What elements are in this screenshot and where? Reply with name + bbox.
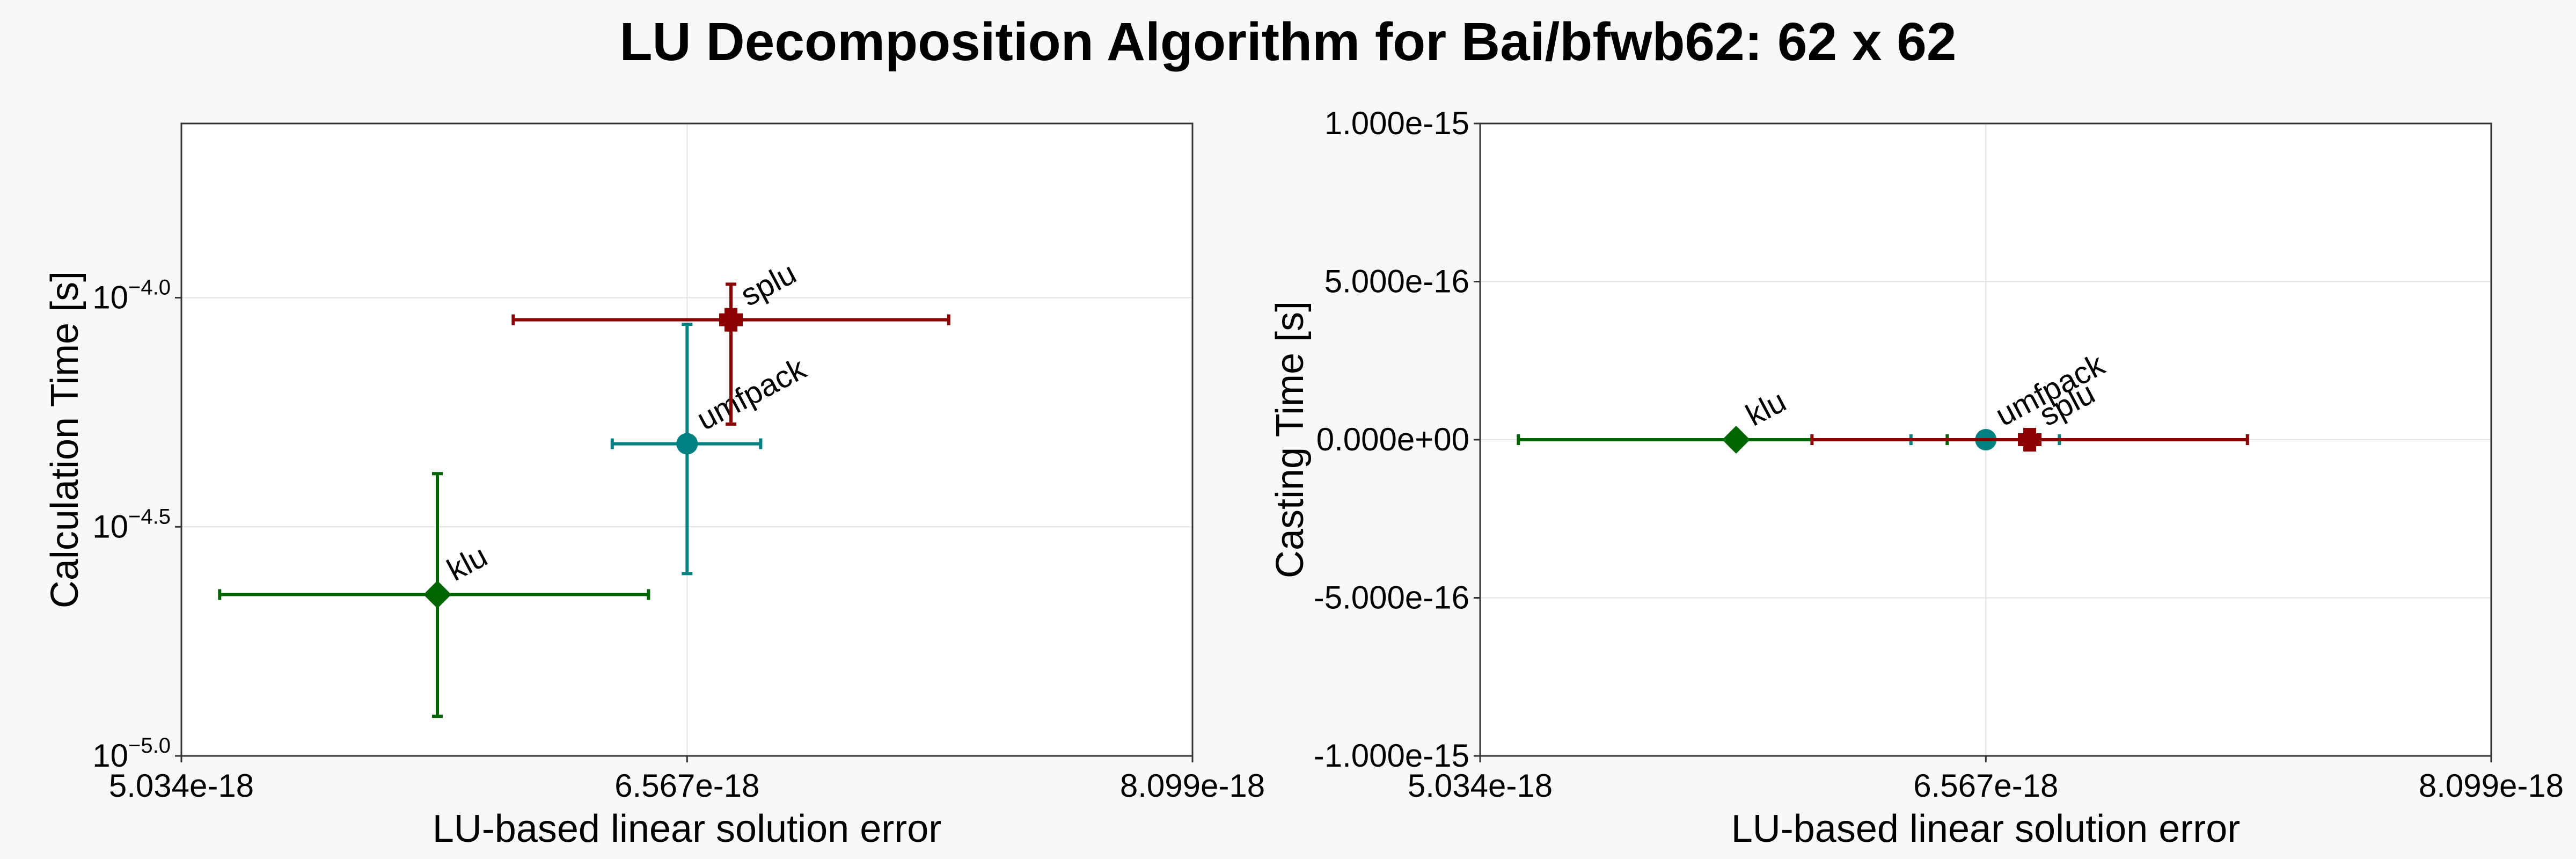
data-point-klu (1722, 426, 1750, 454)
y-tick-label: 10−4.0 (92, 276, 171, 316)
y-tick-label: 10−4.5 (92, 505, 171, 544)
chart-panel-calc: 5.034e-18 6.567e-18 8.099e-18 10−5.0 10−4.5 1… (43, 122, 1265, 850)
x-axis-label: LU-based linear solution error (433, 807, 941, 850)
data-point-splu (719, 308, 743, 332)
y-axis-label: Casting Time [s] (1269, 301, 1312, 578)
chart-panel-cast: 5.034e-18 6.567e-18 8.099e-18 -1.000e-15 -5.… (1269, 105, 2564, 850)
y-tick-label: -5.000e-16 (1314, 580, 1469, 616)
data-point-klu (423, 580, 451, 609)
x-tick-label: 5.034e-18 (1408, 768, 1553, 804)
x-tick-label: 8.099e-18 (2419, 768, 2564, 804)
x-axis-label: LU-based linear solution error (1731, 807, 2240, 850)
data-point-umfpack (676, 433, 698, 455)
x-tick-label: 8.099e-18 (1120, 768, 1265, 804)
y-tick-label: 5.000e-16 (1324, 264, 1469, 300)
y-axis-label: Calculation Time [s] (43, 271, 86, 608)
x-tick-label: 6.567e-18 (1913, 768, 2058, 804)
y-tick-label: 10−5.0 (92, 734, 171, 774)
y-tick-label: -1.000e-15 (1314, 738, 1469, 774)
x-tick-label: 5.034e-18 (109, 768, 254, 804)
figure-title: LU Decomposition Algorithm for Bai/bfwb6… (619, 12, 1956, 72)
data-point-splu (2018, 428, 2042, 452)
x-tick-label: 6.567e-18 (614, 768, 759, 804)
y-tick-label: 0.000e+00 (1316, 421, 1469, 457)
y-tick-label: 1.000e-15 (1324, 105, 1469, 141)
